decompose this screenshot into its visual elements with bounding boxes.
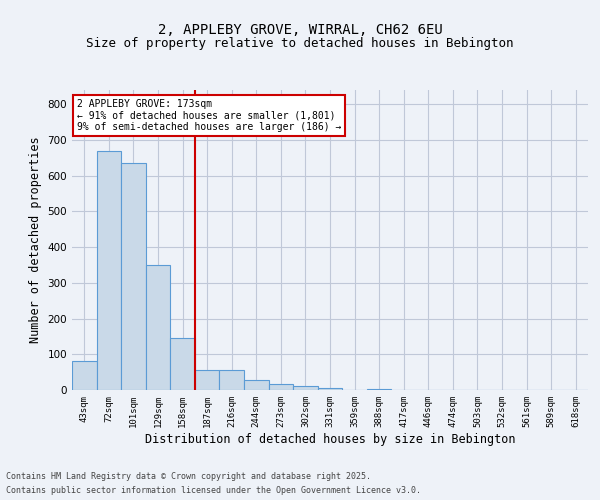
Text: Size of property relative to detached houses in Bebington: Size of property relative to detached ho… <box>86 38 514 51</box>
Text: Contains public sector information licensed under the Open Government Licence v3: Contains public sector information licen… <box>6 486 421 495</box>
Bar <box>121 163 146 390</box>
Bar <box>318 388 342 390</box>
Bar <box>244 380 269 390</box>
Text: Contains HM Land Registry data © Crown copyright and database right 2025.: Contains HM Land Registry data © Crown c… <box>6 472 371 481</box>
Y-axis label: Number of detached properties: Number of detached properties <box>29 136 42 344</box>
Text: 2 APPLEBY GROVE: 173sqm
← 91% of detached houses are smaller (1,801)
9% of semi-: 2 APPLEBY GROVE: 173sqm ← 91% of detache… <box>77 99 341 132</box>
Text: 2, APPLEBY GROVE, WIRRAL, CH62 6EU: 2, APPLEBY GROVE, WIRRAL, CH62 6EU <box>158 22 442 36</box>
Bar <box>146 265 170 390</box>
Bar <box>195 370 220 390</box>
Bar <box>367 389 391 390</box>
Bar <box>170 338 195 390</box>
Bar <box>293 386 318 390</box>
Bar <box>269 384 293 390</box>
Bar <box>72 360 97 390</box>
X-axis label: Distribution of detached houses by size in Bebington: Distribution of detached houses by size … <box>145 432 515 446</box>
Bar <box>220 370 244 390</box>
Bar <box>97 150 121 390</box>
